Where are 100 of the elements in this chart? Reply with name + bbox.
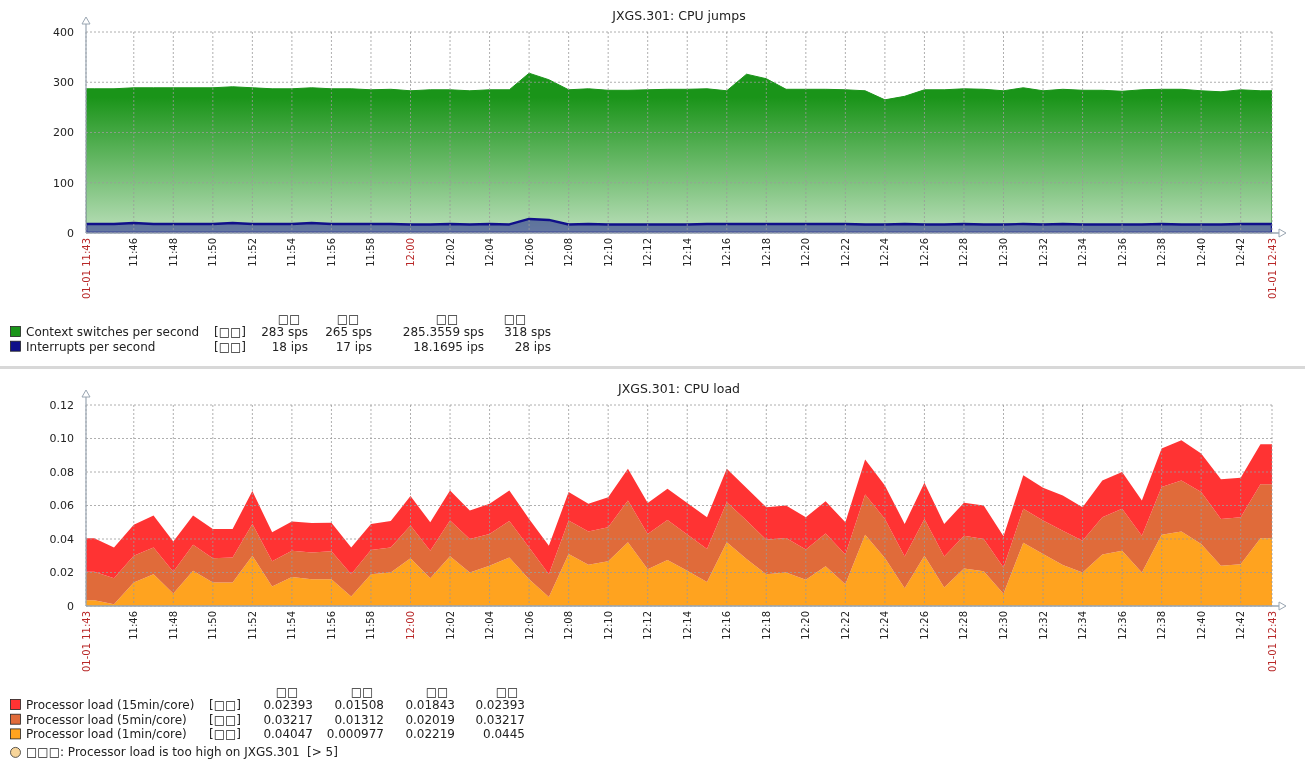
text: 0.02393 [475, 698, 525, 712]
x-tick-label: 12:06 [523, 611, 535, 640]
text: 285.3559 sps [402, 325, 484, 339]
x-tick-label: 12:18 [760, 611, 772, 640]
x-tick-label: 12:26 [918, 611, 930, 640]
x-tick-label: 12:08 [563, 238, 575, 267]
x-tick-label: 01-01 12:43 [1266, 611, 1278, 673]
x-tick-label: 12:12 [642, 611, 654, 640]
x-tick-label: 12:02 [444, 238, 456, 267]
text: 0.02393 [263, 698, 313, 712]
x-tick-label: 12:36 [1116, 238, 1128, 267]
x-tick-label: 12:20 [800, 611, 812, 640]
text: [□□] [213, 339, 247, 354]
x-tick-label: 12:34 [1077, 611, 1089, 640]
x-tick-label: 11:56 [325, 238, 337, 267]
x-tick-label: 12:28 [958, 611, 970, 640]
text: [> 5] [307, 745, 338, 760]
x-tick-label: 12:22 [839, 238, 851, 267]
text: 0.04047 [263, 727, 313, 742]
text: [□□] [208, 698, 242, 712]
x-tick-label: 12:26 [918, 238, 930, 267]
x-tick-label: 11:48 [167, 611, 179, 640]
y-tick-label: 0.12 [49, 398, 74, 412]
x-tick-label: 12:00 [405, 238, 416, 267]
text: □□ [336, 312, 360, 326]
x-tick-label: 12:04 [484, 611, 496, 640]
text: 28 ips [514, 339, 551, 354]
x-tick-label: 11:52 [246, 611, 258, 640]
y-tick-label: 300 [53, 76, 74, 90]
y-tick-label: 100 [53, 176, 74, 190]
y-tick-label: 200 [53, 126, 74, 140]
x-tick-label: 01-01 12:43 [1266, 238, 1278, 300]
y-tick-label: 0.10 [49, 432, 74, 446]
text: 0.02019 [405, 712, 455, 727]
x-tick-label: 12:40 [1195, 238, 1207, 267]
x-tick-label: 12:16 [721, 238, 733, 267]
x-tick-label: 12:28 [958, 238, 970, 267]
x-tick-label: 12:12 [642, 238, 654, 267]
x-tick-label: 01-01 11:43 [80, 238, 92, 300]
x-tick-label: 11:54 [286, 611, 298, 640]
x-tick-label: 12:18 [760, 238, 772, 267]
y-tick-label: 0.04 [49, 532, 74, 546]
x-tick-label: 11:50 [207, 238, 219, 267]
text: 18 ips [271, 339, 308, 354]
x-tick-label: 12:40 [1195, 611, 1207, 640]
x-tick-label: 12:30 [998, 611, 1009, 640]
x-tick-label: 11:50 [207, 611, 219, 640]
x-tick-label: 11:48 [167, 238, 179, 267]
chart-title: JXGS.301: CPU load [617, 380, 740, 396]
x-tick-label: 12:42 [1235, 611, 1247, 640]
x-tick-label: 12:02 [444, 611, 456, 640]
text: 0.000977 [326, 727, 384, 742]
text: 283 sps [261, 325, 308, 339]
x-tick-label: 12:32 [1037, 611, 1049, 640]
text: □□□: Processor load is too high on JXGS.301 [26, 745, 300, 760]
text: □□ [495, 685, 519, 699]
x-tick-label: 12:22 [839, 611, 851, 640]
x-tick-label: 12:32 [1037, 238, 1049, 267]
text: 0.01508 [334, 698, 384, 712]
x-tick-label: 12:42 [1235, 238, 1247, 267]
x-tick-label: 12:30 [998, 238, 1009, 267]
x-tick-label: 12:04 [484, 238, 496, 267]
x-tick-label: 01-01 11:43 [80, 611, 92, 673]
legend-label: Processor load (15min/core) [26, 698, 195, 712]
text: □□ [277, 312, 301, 326]
x-tick-label: 12:36 [1116, 611, 1128, 640]
x-tick-label: 12:24 [879, 238, 891, 267]
text: □□ [435, 312, 459, 326]
y-tick-label: 0.06 [49, 499, 74, 513]
x-tick-label: 12:10 [602, 611, 614, 640]
x-tick-label: 12:38 [1156, 611, 1168, 640]
x-tick-label: 11:56 [325, 611, 337, 640]
text: 0.01843 [405, 698, 455, 712]
y-tick-label: 0 [67, 599, 74, 613]
legend-label: Interrupts per second [26, 339, 156, 354]
x-tick-label: 11:46 [128, 238, 140, 267]
text: 17 ips [335, 339, 372, 354]
chart-title: JXGS.301: CPU jumps [611, 7, 746, 23]
x-tick-label: 12:08 [563, 611, 575, 640]
y-tick-label: 0.08 [49, 465, 74, 479]
text: 0.02219 [405, 727, 455, 742]
text: 318 sps [504, 325, 551, 339]
text: 0.01312 [334, 712, 384, 727]
x-tick-label: 11:52 [246, 238, 258, 267]
x-tick-label: 11:58 [365, 238, 377, 267]
x-tick-label: 12:10 [602, 238, 614, 267]
x-tick-label: 12:16 [721, 611, 733, 640]
text: □□ [350, 685, 374, 699]
x-tick-label: 12:06 [523, 238, 535, 267]
text: 0.0445 [483, 727, 525, 742]
text: □□ [275, 685, 299, 699]
x-tick-label: 11:54 [286, 238, 298, 267]
x-tick-label: 12:24 [879, 611, 891, 640]
text: 0.03217 [475, 712, 525, 727]
text: □□ [503, 312, 527, 326]
text: 0.03217 [263, 712, 313, 727]
text: [□□] [208, 712, 242, 727]
x-tick-label: 12:20 [800, 238, 812, 267]
text: [□□] [213, 325, 247, 339]
x-tick-label: 12:00 [405, 611, 416, 640]
